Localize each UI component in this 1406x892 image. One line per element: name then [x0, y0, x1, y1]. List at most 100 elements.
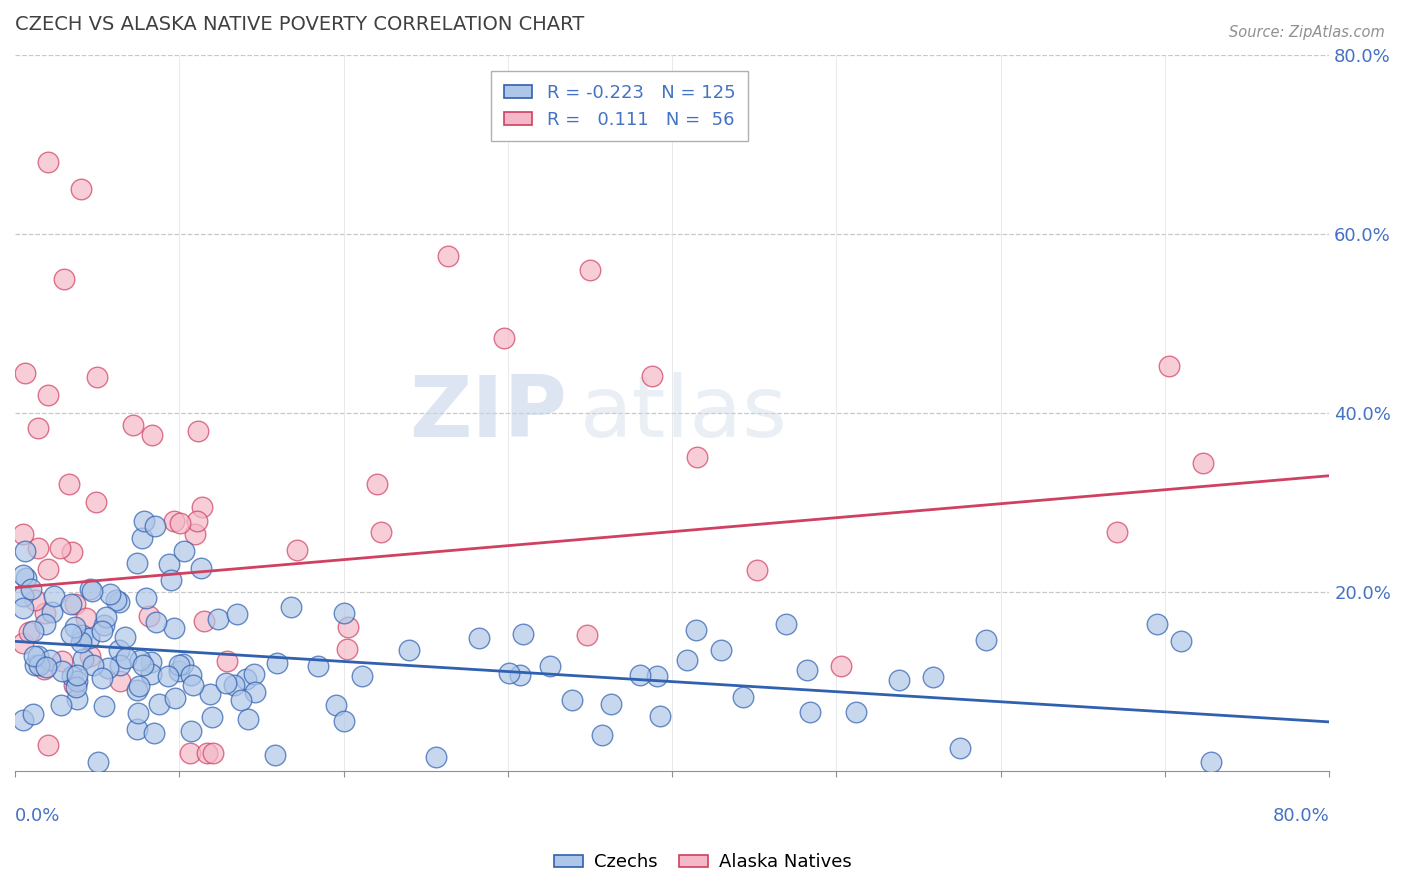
Point [263, 747, 285, 762]
Point [79, 582, 101, 596]
Point [370, 525, 392, 540]
Point [676, 653, 699, 667]
Point [195, 746, 218, 760]
Point [93, 617, 115, 632]
Point [226, 607, 249, 621]
Point [97, 661, 120, 675]
Point [266, 657, 288, 671]
Point [13, 567, 35, 582]
Point [186, 514, 208, 528]
Point [27, 421, 49, 435]
Point [498, 666, 520, 681]
Point [132, 514, 155, 528]
Point [576, 627, 599, 641]
Point [131, 531, 153, 545]
Point [105, 593, 128, 607]
Point [845, 705, 868, 719]
Point [60, 669, 83, 683]
Point [13, 601, 35, 615]
Point [187, 424, 209, 438]
Point [77, 631, 100, 645]
Point [34, 606, 56, 620]
Point [59, 597, 82, 611]
Point [509, 668, 531, 682]
Point [307, 659, 329, 673]
Point [13, 527, 35, 541]
Point [579, 263, 602, 277]
Point [122, 418, 145, 433]
Point [561, 693, 583, 707]
Point [799, 705, 821, 719]
Text: atlas: atlas [581, 372, 789, 455]
Point [179, 746, 201, 760]
Point [42, 590, 65, 604]
Point [201, 710, 224, 724]
Point [165, 691, 187, 706]
Point [65, 620, 87, 634]
Point [13, 635, 35, 649]
Point [98, 587, 121, 601]
Point [15, 571, 38, 585]
Point [336, 619, 359, 633]
Point [37, 388, 59, 402]
Point [167, 658, 190, 673]
Point [63, 597, 86, 611]
Point [22, 624, 45, 639]
Point [70, 635, 93, 649]
Point [24, 593, 46, 607]
Point [425, 750, 447, 764]
Point [974, 632, 997, 647]
Point [115, 651, 138, 665]
Point [72, 651, 94, 665]
Point [37, 155, 59, 169]
Point [1170, 634, 1192, 648]
Point [686, 450, 709, 464]
Point [163, 514, 186, 528]
Legend: Czechs, Alaska Natives: Czechs, Alaska Natives [547, 847, 859, 879]
Point [53, 272, 76, 286]
Point [69, 182, 91, 196]
Point [125, 722, 148, 736]
Point [538, 658, 561, 673]
Point [20, 582, 42, 596]
Point [51, 654, 73, 668]
Point [437, 249, 460, 263]
Point [157, 557, 180, 571]
Point [59, 627, 82, 641]
Point [1199, 755, 1222, 769]
Point [193, 615, 215, 629]
Point [128, 679, 150, 693]
Point [366, 477, 388, 491]
Point [60, 544, 83, 558]
Text: 0.0%: 0.0% [15, 807, 60, 825]
Point [110, 674, 132, 689]
Point [645, 669, 668, 683]
Point [90, 671, 112, 685]
Point [32, 662, 55, 676]
Point [333, 714, 356, 729]
Point [75, 610, 97, 624]
Point [181, 678, 204, 692]
Point [125, 682, 148, 697]
Point [215, 654, 238, 668]
Point [207, 612, 229, 626]
Point [51, 698, 73, 712]
Point [139, 667, 162, 681]
Point [114, 630, 136, 644]
Point [14, 543, 37, 558]
Point [352, 669, 374, 683]
Point [156, 669, 179, 683]
Point [243, 685, 266, 699]
Text: CZECH VS ALASKA NATIVE POVERTY CORRELATION CHART: CZECH VS ALASKA NATIVE POVERTY CORRELATI… [15, 15, 585, 34]
Point [184, 526, 207, 541]
Point [336, 641, 359, 656]
Point [22, 649, 45, 664]
Point [28, 658, 51, 673]
Point [285, 543, 308, 558]
Point [48, 541, 70, 555]
Point [91, 624, 114, 639]
Point [922, 670, 945, 684]
Point [82, 657, 104, 672]
Point [889, 673, 911, 687]
Point [215, 676, 238, 690]
